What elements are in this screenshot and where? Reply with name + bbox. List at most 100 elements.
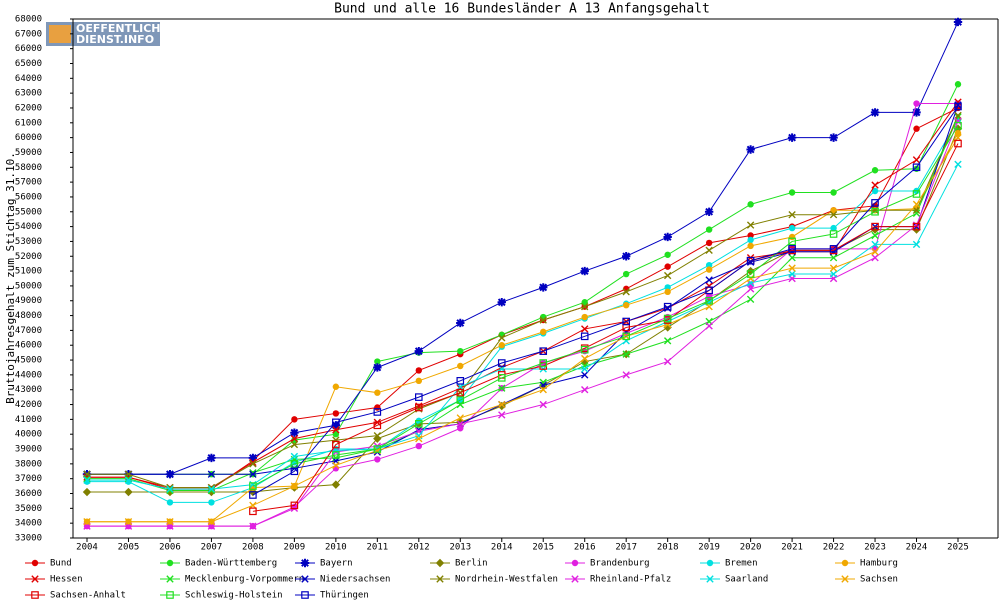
legend-marker (31, 575, 39, 583)
data-point (83, 473, 91, 481)
data-point (332, 451, 340, 459)
y-tick-label: 49000 (15, 296, 42, 306)
legend-marker (571, 559, 579, 567)
data-point (954, 129, 962, 137)
data-point (290, 460, 299, 468)
data-point (457, 362, 464, 370)
data-point (871, 181, 879, 189)
data-point (746, 270, 755, 278)
data-point (207, 470, 216, 478)
y-tick-label: 47000 (15, 326, 42, 336)
data-point (871, 231, 879, 240)
data-point (581, 325, 589, 333)
data-point (664, 284, 671, 291)
legend-label: Baden-Württemberg (185, 559, 277, 569)
y-tick-label: 63000 (15, 89, 42, 99)
legend-label: Mecklenburg-Vorpommern (185, 575, 304, 585)
x-tick-label: 2023 (864, 543, 886, 553)
data-point (705, 276, 713, 284)
series-line (87, 115, 959, 489)
data-point (83, 476, 91, 484)
data-point (83, 517, 91, 526)
data-point (788, 270, 796, 278)
data-point (871, 199, 879, 207)
data-point (663, 337, 672, 345)
data-point (249, 482, 257, 490)
series (83, 81, 962, 478)
data-point (705, 239, 713, 247)
y-tick-label: 61000 (15, 118, 42, 128)
data-point (207, 517, 216, 526)
legend-label: Niedersachsen (320, 575, 390, 585)
data-point (456, 388, 465, 397)
x-tick-label: 2014 (491, 543, 513, 553)
data-point (871, 207, 879, 216)
x-tick-label: 2025 (947, 543, 969, 553)
data-point (207, 453, 216, 463)
data-point (415, 434, 423, 443)
data-point (704, 207, 714, 216)
data-point (373, 408, 382, 416)
series-line (87, 107, 959, 490)
legend-label: Hamburg (860, 559, 898, 569)
legend-label: Bayern (320, 559, 353, 569)
data-point (373, 421, 382, 430)
series-line (87, 84, 959, 475)
series (249, 121, 962, 490)
series-line (87, 164, 959, 490)
series (83, 100, 962, 530)
legend-label: Thüringen (320, 591, 369, 600)
x-tick-label: 2007 (201, 543, 223, 553)
data-point (249, 470, 257, 478)
y-tick-label: 57000 (15, 178, 42, 188)
data-point (332, 461, 340, 470)
x-tick-label: 2004 (76, 543, 98, 553)
data-point (581, 362, 589, 370)
legend-marker (706, 575, 714, 583)
y-tick-label: 39000 (15, 445, 42, 455)
y-tick-label: 62000 (15, 103, 42, 113)
data-point (456, 420, 464, 428)
data-point (829, 230, 838, 238)
data-point (912, 222, 921, 231)
legend-label: Berlin (455, 559, 488, 569)
data-point (746, 285, 755, 293)
data-point (746, 145, 755, 154)
data-point (415, 393, 423, 401)
y-tick-label: 60000 (15, 133, 42, 143)
series (249, 102, 962, 499)
data-point (166, 517, 174, 526)
logo-text: OEFFENTLICHER (76, 22, 177, 35)
data-point (290, 440, 299, 449)
data-point (622, 371, 630, 379)
data-point (580, 345, 589, 354)
data-point (954, 117, 962, 126)
data-point (540, 328, 547, 336)
data-point (747, 242, 754, 250)
y-tick-label: 59000 (15, 148, 42, 158)
data-point (249, 469, 257, 477)
x-tick-label: 2012 (408, 543, 430, 553)
data-point (166, 485, 174, 493)
x-tick-label: 2015 (532, 543, 554, 553)
y-tick-label: 44000 (15, 370, 42, 380)
data-point (457, 347, 464, 355)
data-point (415, 403, 423, 412)
legend-marker (571, 575, 579, 583)
data-point (788, 224, 796, 232)
data-point (870, 108, 880, 117)
data-point (663, 323, 672, 332)
data-point (871, 222, 879, 231)
data-point (498, 411, 506, 419)
data-point (871, 167, 879, 174)
x-tick-label: 2024 (906, 543, 928, 553)
data-point (374, 358, 381, 365)
data-point (912, 108, 921, 117)
x-tick-label: 2021 (781, 543, 803, 553)
data-point (290, 482, 299, 490)
x-tick-label: 2006 (159, 543, 181, 553)
data-point (374, 456, 381, 463)
data-point (747, 232, 754, 239)
data-point (291, 416, 298, 423)
